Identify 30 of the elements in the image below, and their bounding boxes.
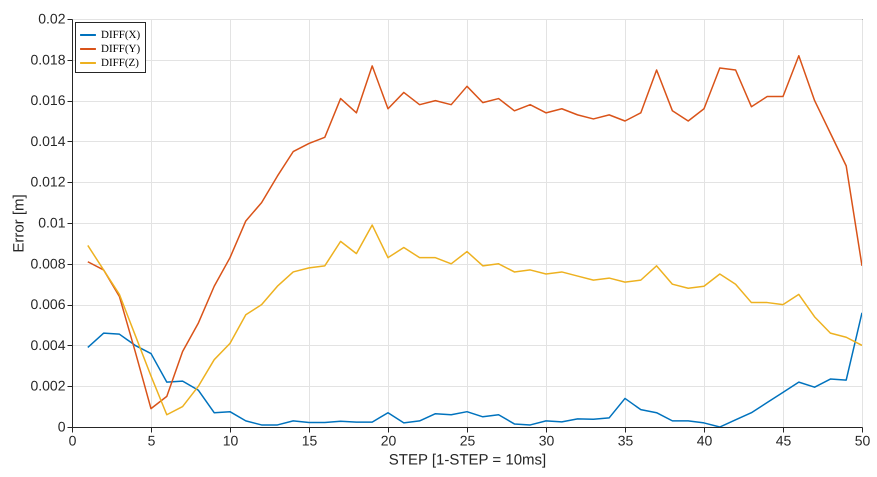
line-series — [87, 224, 862, 416]
x-axis-title: STEP [1-STEP = 10ms] — [388, 452, 546, 468]
y-tick-label: 0.002 — [30, 378, 66, 394]
x-tick-label: 10 — [222, 432, 238, 448]
x-tick-label: 35 — [618, 432, 634, 448]
x-tick-label: 5 — [148, 432, 156, 448]
x-tick-label: 30 — [538, 432, 554, 448]
x-tick-label: 40 — [696, 432, 712, 448]
x-tick-label: 15 — [302, 432, 318, 448]
y-tick-label: 0.012 — [30, 174, 66, 190]
y-tick-label: 0.02 — [38, 10, 66, 26]
x-tick-label: 50 — [854, 432, 870, 448]
legend-label: DIFF(Y) — [101, 43, 140, 55]
y-tick-label: 0.004 — [30, 336, 66, 353]
line-series — [87, 54, 862, 410]
x-tick-label: 20 — [380, 432, 396, 448]
y-tick-label: 0.01 — [38, 214, 66, 230]
legend-label: DIFF(X) — [101, 29, 140, 41]
line-series — [87, 312, 862, 427]
y-tick-label: 0 — [58, 418, 66, 434]
x-tick-label: 25 — [460, 432, 476, 448]
y-tick-label: 0.016 — [30, 92, 66, 108]
legend-label: DIFF(Z) — [101, 57, 140, 69]
y-tick-label: 0.008 — [30, 255, 66, 272]
y-axis-title: Error [m] — [10, 194, 28, 253]
y-tick-label: 0.014 — [30, 132, 66, 149]
y-tick-label: 0.018 — [30, 51, 66, 68]
y-tick-label: 0.006 — [30, 296, 66, 312]
x-tick-label: 0 — [68, 432, 77, 448]
x-tick-label: 45 — [776, 432, 792, 448]
